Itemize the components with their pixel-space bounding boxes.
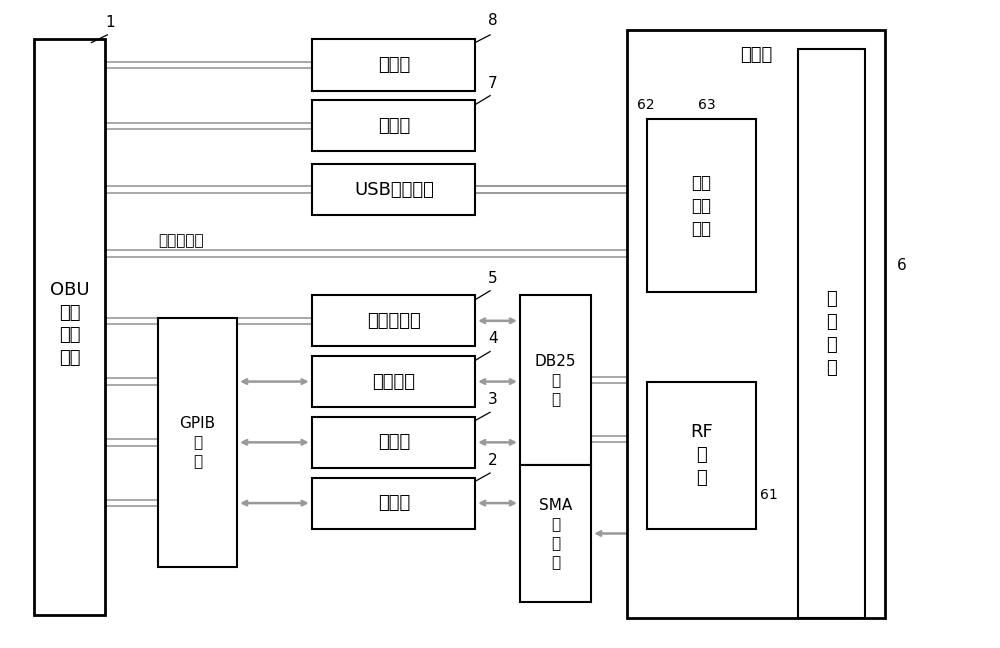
Bar: [798, 49, 865, 618]
Text: 1: 1: [105, 15, 115, 30]
Text: 数据库: 数据库: [378, 56, 410, 74]
Text: 63: 63: [698, 98, 716, 111]
Text: 测
试
治
具: 测 试 治 具: [826, 290, 837, 377]
Bar: [520, 465, 591, 602]
Text: 交叉串口线: 交叉串口线: [158, 233, 204, 248]
Text: 6: 6: [897, 258, 906, 273]
Text: 8: 8: [488, 14, 498, 29]
Bar: [312, 100, 475, 151]
Text: SMA
三
通
头: SMA 三 通 头: [539, 498, 572, 570]
Text: 5: 5: [488, 271, 498, 286]
Bar: [312, 40, 475, 91]
Text: 屏蔽箱: 屏蔽箱: [740, 47, 772, 64]
Text: 开启
控制
机构: 开启 控制 机构: [691, 174, 711, 238]
Text: OBU
自动
测试
装置: OBU 自动 测试 装置: [50, 281, 89, 367]
Bar: [34, 40, 105, 615]
Text: 2: 2: [488, 453, 498, 468]
Text: 直流电源: 直流电源: [372, 373, 415, 391]
Text: GPIB
总
线: GPIB 总 线: [179, 415, 216, 469]
Text: 信号源: 信号源: [378, 494, 410, 512]
Bar: [520, 295, 591, 465]
Text: 62: 62: [637, 98, 654, 111]
Bar: [312, 478, 475, 529]
Text: DB25
母
头: DB25 母 头: [535, 354, 576, 407]
Bar: [647, 382, 756, 529]
Bar: [158, 318, 237, 567]
Text: 4: 4: [488, 331, 498, 347]
Text: 61: 61: [760, 488, 778, 502]
Text: 频谱仪: 频谱仪: [378, 434, 410, 452]
Bar: [647, 119, 756, 292]
Bar: [627, 30, 885, 618]
Text: RF
天
线: RF 天 线: [690, 423, 713, 487]
Bar: [312, 295, 475, 347]
Text: USB串口小板: USB串口小板: [354, 181, 434, 199]
Text: 数据采集卡: 数据采集卡: [367, 312, 421, 330]
Text: 7: 7: [488, 76, 498, 91]
Text: 打印机: 打印机: [378, 117, 410, 135]
Bar: [312, 164, 475, 215]
Bar: [312, 356, 475, 407]
Bar: [312, 417, 475, 468]
Text: 3: 3: [488, 392, 498, 407]
